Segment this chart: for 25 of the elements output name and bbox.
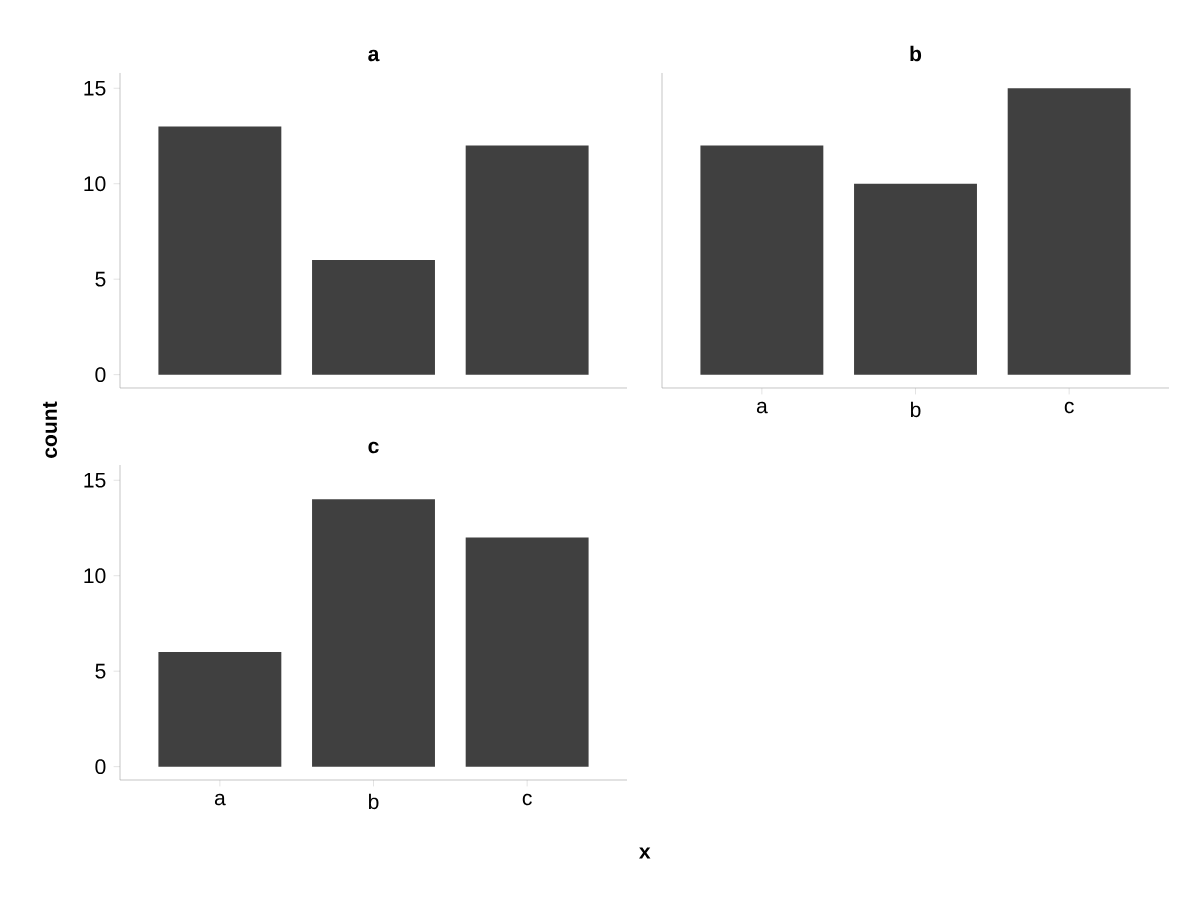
x-tick-label: a [756,401,768,414]
x-tick-label: b [911,401,921,418]
y-tick-label: 0 [95,367,106,383]
x-tick-label: c [522,793,532,806]
bar [312,260,435,375]
bar [158,126,282,375]
y-tick-label: 15 [84,80,106,96]
bar [465,145,589,375]
chart-title: a [368,49,380,62]
bar [312,499,435,767]
x-tick-label: a [214,793,226,806]
bar [158,652,282,767]
x-axis-title: x [639,847,651,859]
chart-title: b [910,45,922,62]
y-tick-label: 15 [84,472,106,488]
bar [465,537,589,767]
y-tick-label: 0 [95,759,106,775]
x-tick-label: c [1064,401,1074,414]
y-tick-label: 5 [95,663,106,679]
chart-title: c [368,441,379,454]
x-tick-label: b [369,793,379,810]
y-tick-label: 5 [95,271,106,287]
y-tick-label: 10 [84,568,106,584]
y-tick-label: 10 [84,176,106,192]
y-axis-title: count [43,401,58,458]
